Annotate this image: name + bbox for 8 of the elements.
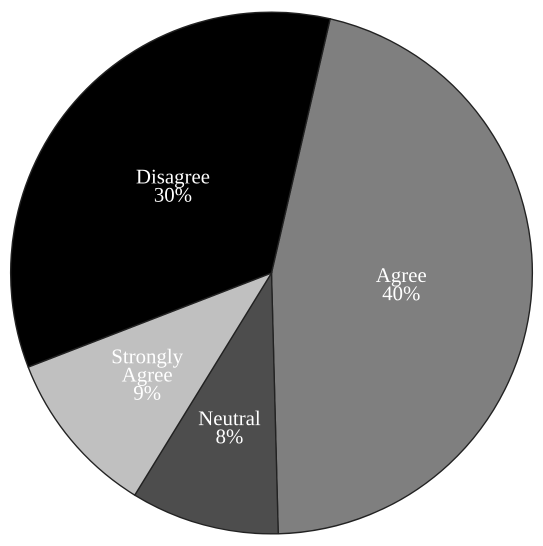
data-label: 30%: [154, 188, 192, 202]
slice-label: Agree: [376, 268, 426, 286]
slice-label: Disagree: [136, 170, 210, 188]
data-label: 40%: [382, 286, 420, 300]
data-label: 9%: [134, 386, 160, 400]
slice-label: Neutral: [198, 410, 260, 426]
data-label: 8%: [216, 429, 243, 444]
slice-label: Strongly Agree: [112, 348, 183, 386]
